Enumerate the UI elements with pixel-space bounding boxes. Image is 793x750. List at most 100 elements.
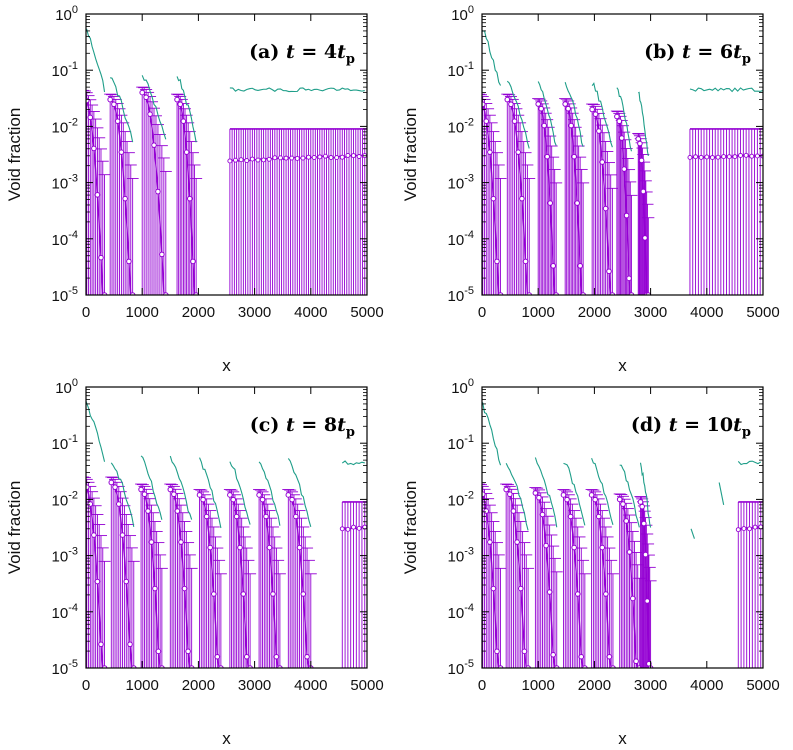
mean-point [345,152,351,158]
mean-point [735,527,741,533]
x-axis-label: x [618,356,627,375]
mean-point [196,492,203,498]
max-line [591,82,613,148]
mean-point [203,513,210,520]
mean-point [544,153,550,160]
mean-point [289,496,295,503]
y-tick-label: 100 [55,377,78,397]
mean-point [487,539,493,545]
x-tick-label: 3000 [634,677,667,694]
mean-point [538,105,544,112]
mean-point [255,157,261,163]
mean-point [599,544,606,551]
x-tick-label: 5000 [350,304,383,321]
y-tick-label: 10-1 [448,433,474,453]
mean-point [139,89,145,96]
x-tick-label: 4000 [690,677,723,694]
mean-point [233,157,238,163]
mean-point [238,157,244,163]
mean-point [152,585,158,592]
mean-point [704,154,710,160]
mean-point [345,526,351,532]
mean-point [638,157,645,164]
mean-point [630,595,636,602]
mean-point [616,496,623,503]
max-line [258,461,281,526]
y-tick-label: 10-2 [448,489,474,509]
max-line [482,401,502,466]
mean-point [230,496,237,503]
mean-point [263,513,269,520]
mean-point [738,153,743,158]
mean-point [339,526,345,532]
mean-point [503,486,509,493]
mean-point [490,585,497,592]
mean-point [603,591,609,597]
mean-point [564,496,570,503]
mean-point [571,153,577,160]
mean-point [747,526,752,532]
mean-point [521,648,528,655]
mean-point [114,118,121,124]
mean-point [721,154,727,160]
mean-point [589,106,595,113]
mean-point [283,155,289,161]
mean-point [200,496,206,503]
mean-point [289,155,295,161]
max-line [169,455,193,520]
mean-point [698,154,704,160]
mean-point [641,520,647,527]
y-tick-label: 100 [55,4,78,24]
mean-point [240,591,247,597]
mean-point [293,513,299,520]
mean-point [272,155,278,161]
mean-point [115,501,122,507]
mean-point [522,258,529,265]
x-tick-label: 5000 [746,304,779,321]
mean-point [81,94,86,99]
mean-point [233,513,240,520]
x-tick-label: 1000 [126,304,159,321]
max-line [639,462,652,528]
plot-area [482,29,763,295]
mean-point [752,524,758,530]
mean-point [626,549,633,555]
mean-point [640,188,647,195]
max-line [637,91,649,157]
mean-point [118,149,125,155]
max-line [619,464,640,528]
mean-point [541,122,547,129]
y-tick-label: 10-3 [448,173,474,193]
x-tick-label: 1000 [522,304,555,321]
mean-point [574,591,581,597]
mean-point [726,154,732,160]
mean-point [483,118,490,124]
x-tick-label: 5000 [350,677,383,694]
mean-point [639,503,645,510]
mean-point [249,156,255,162]
mean-point [560,492,567,498]
mean-point [562,101,568,107]
mean-point [285,492,292,498]
plot-frame [481,13,764,296]
mean-point [606,268,612,275]
mean-point [81,480,86,485]
max-line [537,81,557,146]
mean-point [178,539,184,545]
max-line [534,457,558,528]
mean-point [185,648,191,655]
mean-point [141,491,148,497]
mean-point [620,501,626,507]
mean-point [494,648,500,655]
y-tick-label: 10-2 [52,116,78,136]
mean-point [138,486,144,493]
mean-point [599,159,606,165]
mean-point [300,155,306,161]
mean-point [532,490,539,496]
mean-point [539,511,546,518]
mean-point [122,195,128,202]
mean-point [171,491,177,497]
mean-point [644,598,651,604]
mean-point [642,235,648,241]
x-tick-label: 3000 [238,304,271,321]
